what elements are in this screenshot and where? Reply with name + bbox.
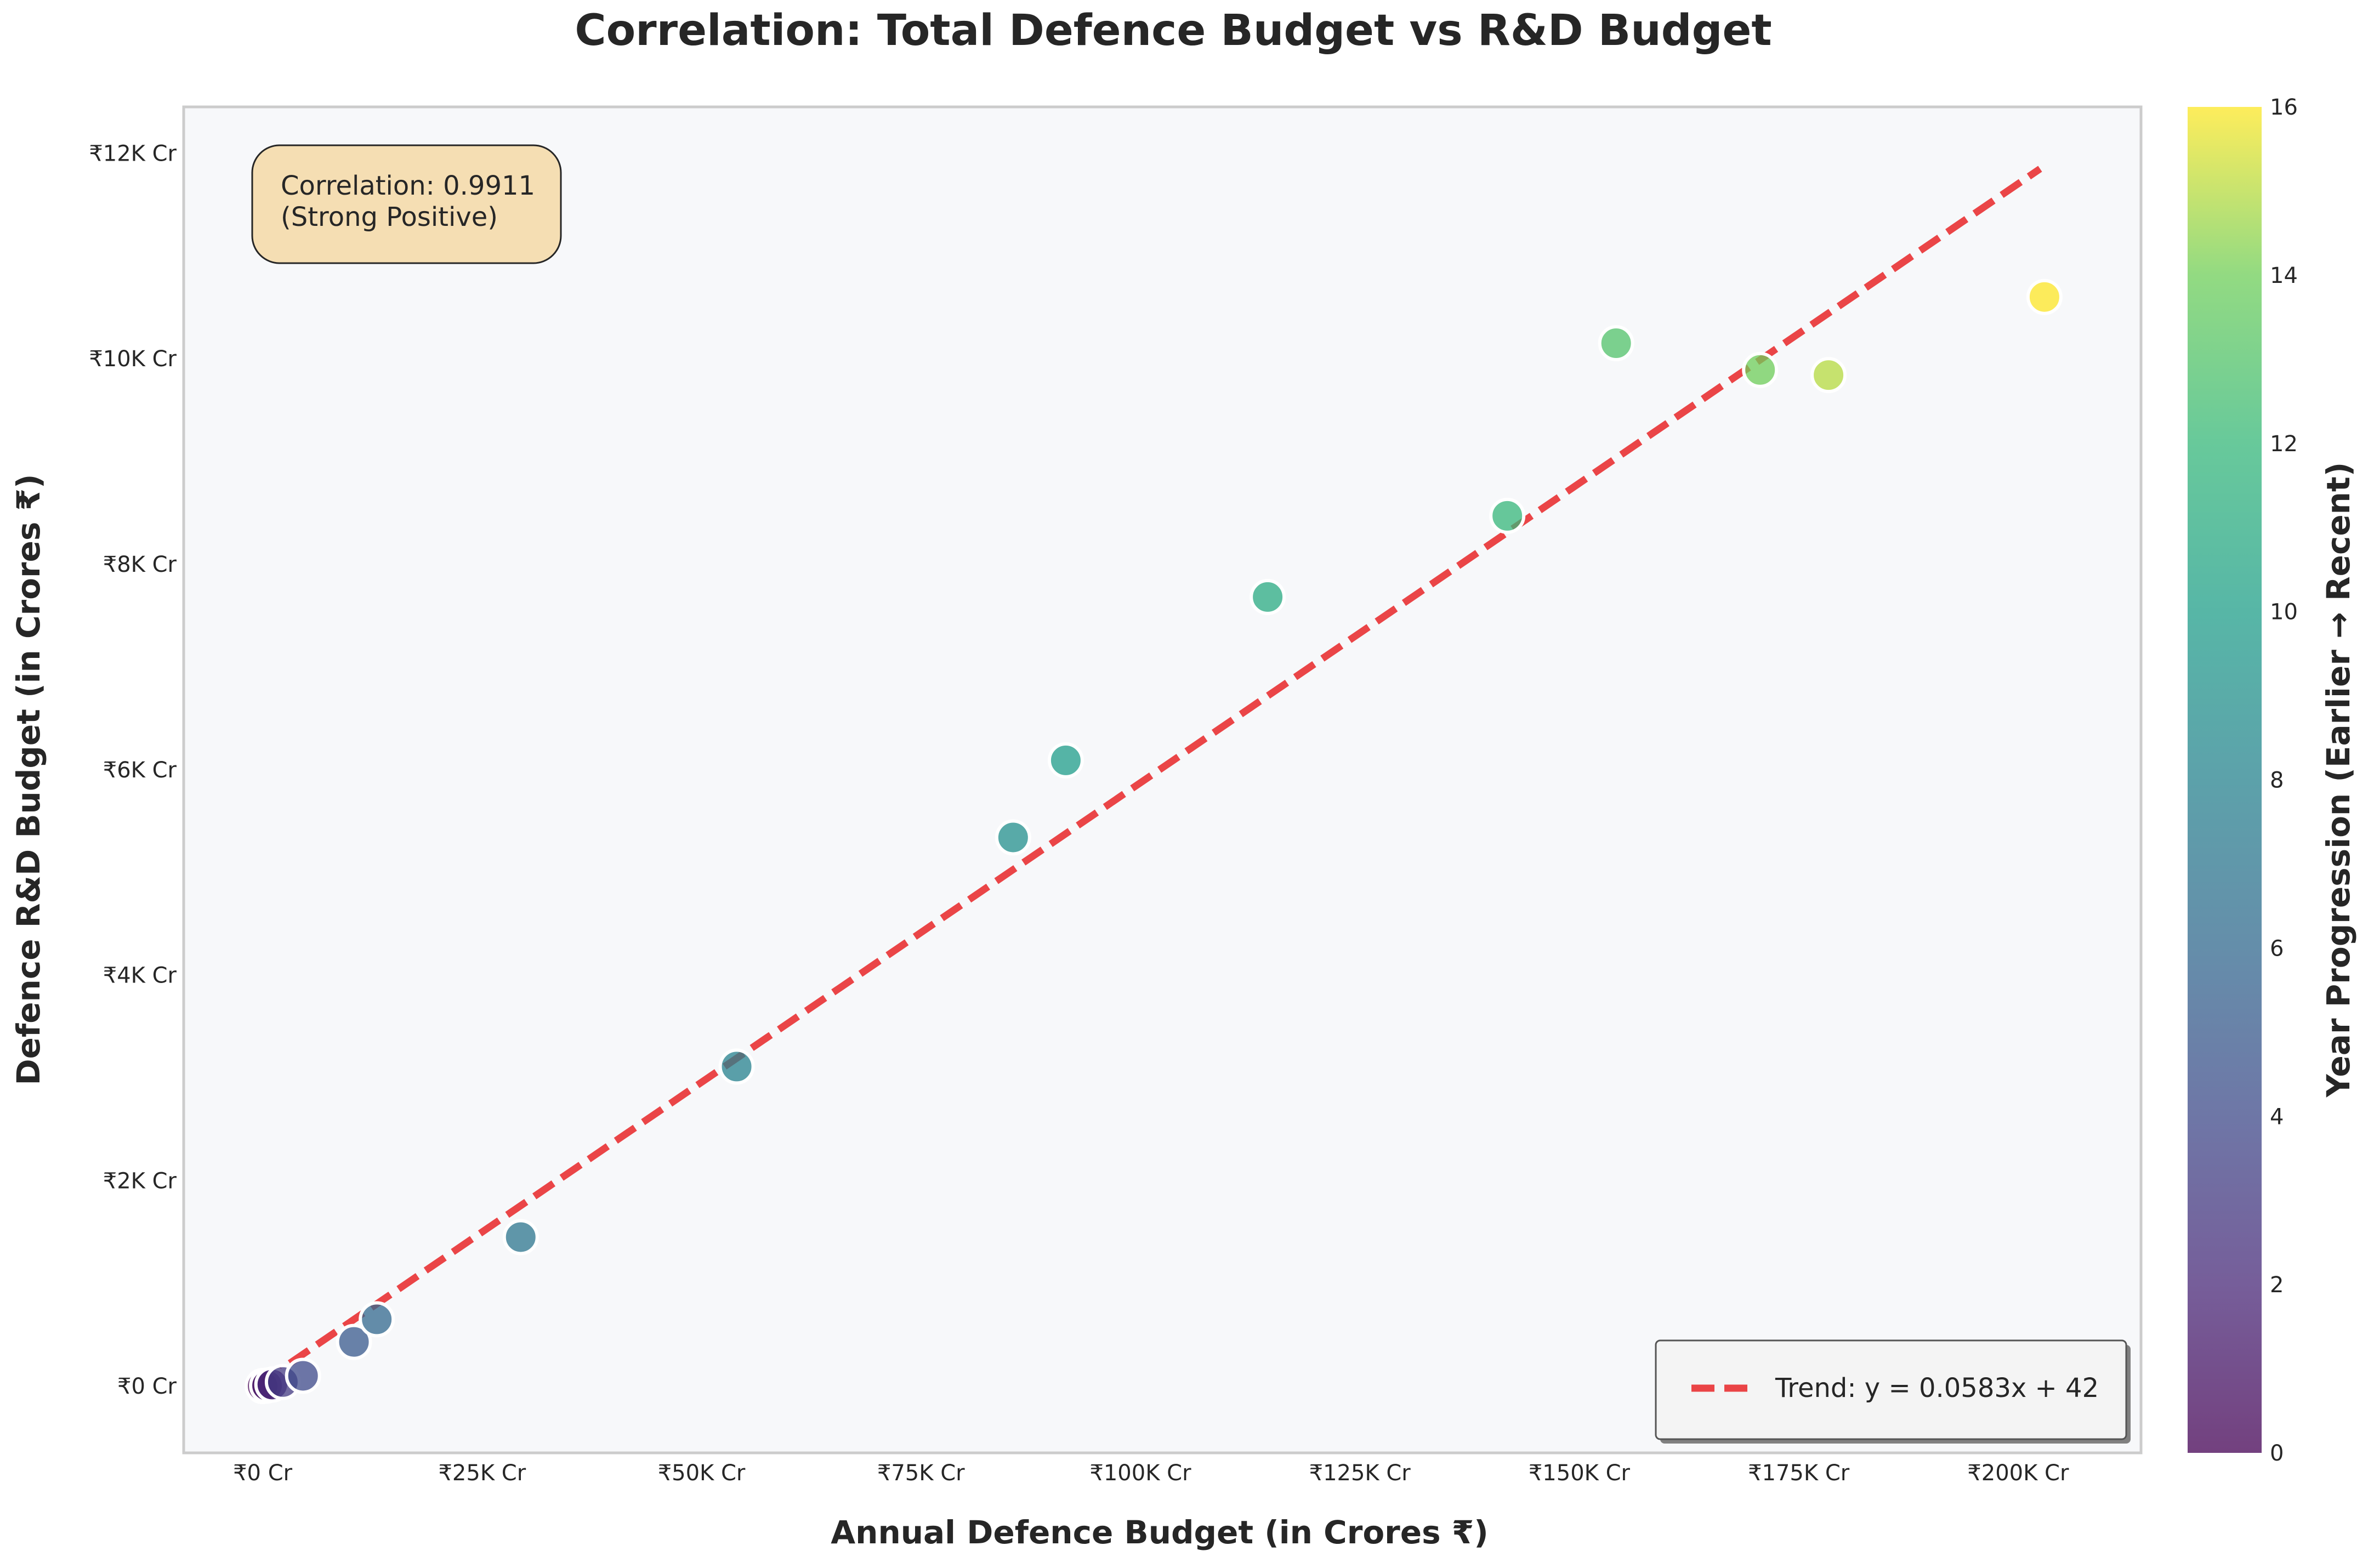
correlation-annotation: Correlation: 0.9911 (Strong Positive): [251, 144, 562, 264]
x-tick-label: ₹100K Cr: [1089, 1461, 1191, 1486]
annotation-box: [251, 144, 562, 264]
y-axis-label: Defence R&D Budget (in Crores ₹): [10, 474, 47, 1085]
scatter-point: [995, 819, 1031, 856]
legend: Trend: y = 0.0583x + 42: [1655, 1339, 2131, 1444]
y-tick-label: ₹12K Cr: [89, 141, 177, 166]
x-tick-label: ₹150K Cr: [1529, 1461, 1631, 1486]
legend-box: [1655, 1339, 2127, 1440]
scatter-points: [245, 279, 2063, 1405]
colorbar-tick-label: 6: [2270, 936, 2284, 961]
x-tick-label: ₹125K Cr: [1309, 1461, 1411, 1486]
plot-area: [182, 105, 2143, 1455]
colorbar-tick-label: 4: [2270, 1104, 2284, 1129]
colorbar-label: Year Progression (Earlier → Recent): [2320, 462, 2357, 1098]
x-tick-label: ₹75K Cr: [877, 1461, 965, 1486]
scatter-point: [502, 1219, 539, 1255]
scatter-point: [2026, 279, 2063, 315]
scatter-point: [718, 1048, 755, 1085]
colorbar-tick-label: 8: [2270, 768, 2284, 793]
annotation-line-2: (Strong Positive): [281, 202, 498, 232]
colorbar-tick-label: 0: [2270, 1441, 2284, 1466]
y-tick-label: ₹4K Cr: [103, 963, 177, 988]
chart-title: Correlation: Total Defence Budget vs R&D…: [575, 6, 1771, 55]
scatter-point: [336, 1323, 372, 1360]
colorbar-tick-label: 16: [2270, 95, 2298, 120]
scatter-point: [359, 1301, 395, 1338]
y-tick-label: ₹2K Cr: [103, 1168, 177, 1194]
x-tick-label: ₹0 Cr: [233, 1461, 293, 1486]
scatter-point: [1250, 578, 1286, 615]
x-tick-label: ₹50K Cr: [658, 1461, 746, 1486]
y-tick-label: ₹10K Cr: [89, 346, 177, 372]
x-tick-label: ₹175K Cr: [1748, 1461, 1850, 1486]
colorbar-tick-label: 12: [2270, 431, 2298, 457]
y-tick-label: ₹0 Cr: [117, 1374, 177, 1399]
scatter-point: [1598, 325, 1634, 362]
scatter-point: [1047, 742, 1084, 779]
scatter-point: [1489, 497, 1526, 534]
y-tick-label: ₹8K Cr: [103, 552, 177, 577]
scatter-point: [285, 1357, 321, 1394]
x-tick-label: ₹200K Cr: [1967, 1461, 2069, 1486]
legend-trend-label: Trend: y = 0.0583x + 42: [1775, 1373, 2099, 1404]
colorbar-gradient: [2188, 107, 2262, 1453]
annotation-line-1: Correlation: 0.9911: [281, 171, 535, 201]
colorbar: 0 2 4 6 8 10 12 14 16 Year Progression (Earlier …: [2188, 95, 2357, 1466]
y-axis-ticks: ₹0 Cr ₹2K Cr ₹4K Cr ₹6K Cr ₹8K Cr ₹10K Cr ₹12K…: [89, 141, 177, 1399]
x-axis-label: Annual Defence Budget (in Crores ₹): [831, 1514, 1488, 1551]
colorbar-tick-label: 2: [2270, 1272, 2284, 1298]
x-tick-label: ₹25K Cr: [438, 1461, 526, 1486]
scatter-point: [1810, 357, 1847, 394]
colorbar-ticks: 0 2 4 6 8 10 12 14 16: [2270, 95, 2298, 1466]
colorbar-tick-label: 14: [2270, 263, 2298, 288]
colorbar-tick-label: 10: [2270, 600, 2298, 625]
y-tick-label: ₹6K Cr: [103, 758, 177, 783]
scatter-point: [1742, 351, 1779, 388]
x-axis-ticks: ₹0 Cr ₹25K Cr ₹50K Cr ₹75K Cr ₹100K Cr ₹125K …: [233, 1461, 2069, 1486]
